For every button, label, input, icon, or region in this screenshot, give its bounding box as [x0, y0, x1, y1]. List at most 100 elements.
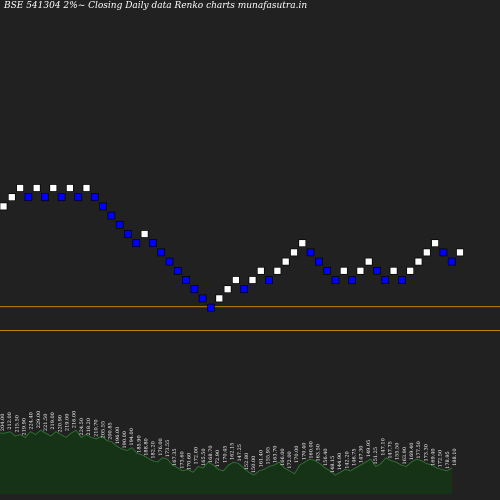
up-brick: [364, 257, 373, 266]
up-brick: [389, 266, 398, 275]
tick-label: 212.00: [7, 412, 13, 430]
down-brick: [149, 239, 157, 248]
tick-label: 221.50: [43, 414, 49, 432]
tick-label: 163.70: [273, 445, 279, 463]
down-brick: [107, 211, 116, 220]
tick-label: 194.00: [129, 428, 135, 446]
down-brick: [207, 303, 215, 312]
down-brick: [157, 248, 166, 257]
volume-line: [0, 429, 453, 476]
tick-label: 204.00: [0, 414, 6, 432]
tick-label: 219.00: [50, 412, 56, 430]
tick-label: 151.25: [373, 447, 379, 465]
down-brick: [74, 193, 83, 202]
down-brick: [331, 276, 340, 284]
tick-label: 155.50: [395, 443, 401, 461]
tick-label: 150.00: [251, 456, 257, 474]
tick-label: 142.20: [344, 451, 350, 469]
up-brick: [215, 294, 224, 303]
up-brick: [256, 266, 265, 275]
chart-title: BSE 541304 2%~ Closing Daily data Renko …: [4, 1, 308, 11]
tick-label: 172.00: [194, 447, 200, 465]
tick-label: 200.85: [108, 422, 114, 440]
tick-label: 205.55: [100, 421, 106, 439]
tick-label: 188.10: [452, 448, 458, 466]
down-brick: [306, 248, 315, 257]
down-brick: [165, 257, 174, 266]
tick-label: 182.20: [151, 441, 157, 459]
up-brick: [281, 257, 290, 266]
tick-label: 190.00: [122, 431, 128, 449]
tick-label: 173.30: [423, 444, 429, 462]
tick-label: 188.80: [143, 438, 149, 456]
tick-label: 170.45: [222, 445, 228, 463]
down-brick: [182, 276, 190, 284]
tick-label: 218.20: [86, 418, 92, 436]
tick-label: 148.15: [330, 456, 336, 474]
up-brick: [339, 266, 348, 275]
volume-area: [0, 429, 453, 494]
tick-label: 144.90: [337, 453, 343, 471]
down-brick: [190, 285, 199, 294]
up-brick: [223, 285, 232, 294]
tick-label: 147.10: [380, 438, 386, 456]
tick-label: 210.70: [93, 419, 99, 437]
tick-label: 169.40: [409, 443, 415, 461]
tick-label: 172.90: [215, 450, 221, 468]
up-brick: [298, 239, 307, 248]
up-brick: [140, 230, 149, 238]
tick-label: 176.00: [158, 438, 164, 456]
tick-label: 185.90: [136, 435, 142, 453]
tick-label: 147.75: [387, 441, 393, 459]
down-brick: [173, 266, 182, 275]
down-brick: [240, 285, 249, 294]
tick-label: 165.50: [201, 448, 207, 466]
down-brick: [99, 202, 107, 211]
tick-label: 219.00: [65, 414, 71, 432]
up-brick: [248, 276, 257, 284]
tick-label: 173.55: [165, 440, 171, 458]
down-brick: [381, 276, 390, 284]
renko-bricks: [0, 184, 464, 312]
tick-label: 177.50: [416, 441, 422, 459]
up-brick: [66, 184, 74, 192]
tick-label: 196.00: [115, 427, 121, 445]
down-brick: [24, 193, 33, 202]
up-brick: [7, 193, 16, 202]
tick-label: 147.25: [237, 444, 243, 462]
down-brick: [265, 276, 273, 284]
tick-label: 220.90: [57, 415, 63, 433]
down-brick: [198, 294, 207, 303]
tick-label: 170.40: [301, 443, 307, 461]
up-brick: [422, 248, 431, 257]
down-brick: [447, 257, 456, 266]
up-brick: [232, 276, 240, 284]
up-brick: [290, 248, 298, 257]
tick-label: 170.60: [187, 453, 193, 471]
down-brick: [124, 230, 132, 238]
down-brick: [90, 193, 99, 202]
tick-label: 147.30: [359, 445, 365, 463]
volume-fill: [0, 430, 452, 494]
tick-label: 173.60: [179, 451, 185, 469]
tick-label: 156.40: [323, 448, 329, 466]
up-brick: [431, 239, 439, 248]
up-brick: [414, 257, 423, 266]
tick-label: 152.80: [244, 453, 250, 471]
tick-label: 163.50: [316, 444, 322, 462]
reference-lines: [0, 306, 500, 331]
tick-label: 155.95: [265, 447, 271, 465]
tick-label: 172.00: [287, 451, 293, 469]
tick-label: 216.00: [72, 411, 78, 429]
price-tick-labels: 204.00 212.00 215.50 219.90 224.40 229.00 221.…: [0, 411, 458, 473]
up-brick: [356, 266, 365, 275]
up-brick: [16, 184, 24, 192]
down-brick: [115, 220, 124, 229]
down-brick: [41, 193, 49, 202]
tick-label: 224.50: [79, 418, 85, 436]
tick-label: 170.00: [294, 446, 300, 464]
tick-label: 168.70: [208, 445, 214, 463]
tick-label: 224.40: [29, 412, 35, 430]
